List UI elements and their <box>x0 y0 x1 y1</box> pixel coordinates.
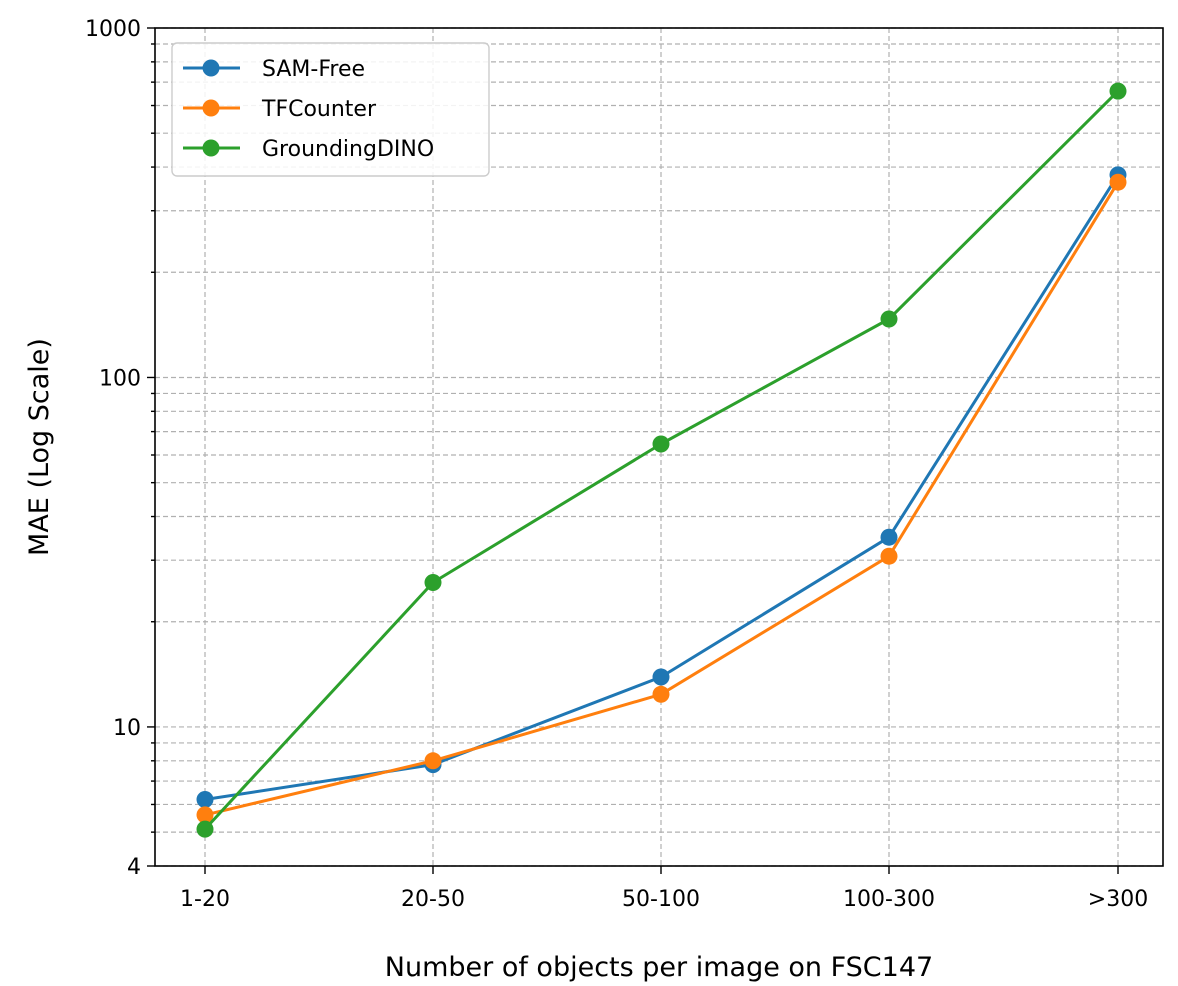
data-point <box>424 574 442 591</box>
legend-label: TFCounter <box>261 97 377 122</box>
x-tick-label: 100-300 <box>843 887 935 912</box>
legend-label: SAM-Free <box>262 57 365 82</box>
data-point <box>196 806 214 824</box>
data-point <box>1109 173 1127 191</box>
data-point <box>880 310 898 328</box>
legend-item: SAM-Free <box>183 57 365 82</box>
legend-item: TFCounter <box>183 97 377 122</box>
legend-marker <box>202 139 220 157</box>
series-layer <box>196 82 1127 838</box>
data-point <box>652 685 670 703</box>
data-point <box>1109 82 1127 100</box>
x-tick-label: 20-50 <box>401 887 465 912</box>
y-tick-label: 100 <box>99 366 141 391</box>
data-point <box>424 752 442 770</box>
data-point <box>880 528 898 546</box>
data-point <box>196 791 214 808</box>
data-point <box>196 820 214 838</box>
y-axis: 4 10 100 1000 <box>85 17 155 880</box>
data-point <box>880 547 898 565</box>
legend-box <box>171 42 490 177</box>
plot-frame <box>154 27 1164 867</box>
y-tick-label: 4 <box>127 855 141 880</box>
y-tick-label: 1000 <box>85 17 141 42</box>
x-axis-title: Number of objects per image on FSC147 <box>385 952 933 983</box>
y-tick-label: 10 <box>113 716 141 741</box>
data-point <box>652 668 670 686</box>
x-tick-label: >300 <box>1088 887 1148 912</box>
legend-item: GroundingDINO <box>183 137 434 162</box>
series-TFCounter <box>196 173 1127 824</box>
legend-marker <box>202 99 220 117</box>
x-tick-label: 50-100 <box>622 887 700 912</box>
x-tick-label: 1-20 <box>180 887 230 912</box>
legend: SAM-Free TFCounter GroundingDINO <box>171 42 490 177</box>
legend-label: GroundingDINO <box>262 137 434 162</box>
series-GroundingDINO <box>196 82 1127 838</box>
y-axis-title: MAE (Log Scale) <box>24 338 55 556</box>
data-point <box>652 435 670 453</box>
x-axis: 1-20 20-50 50-100 100-300 >300 <box>180 866 1148 912</box>
legend-marker <box>202 59 220 77</box>
